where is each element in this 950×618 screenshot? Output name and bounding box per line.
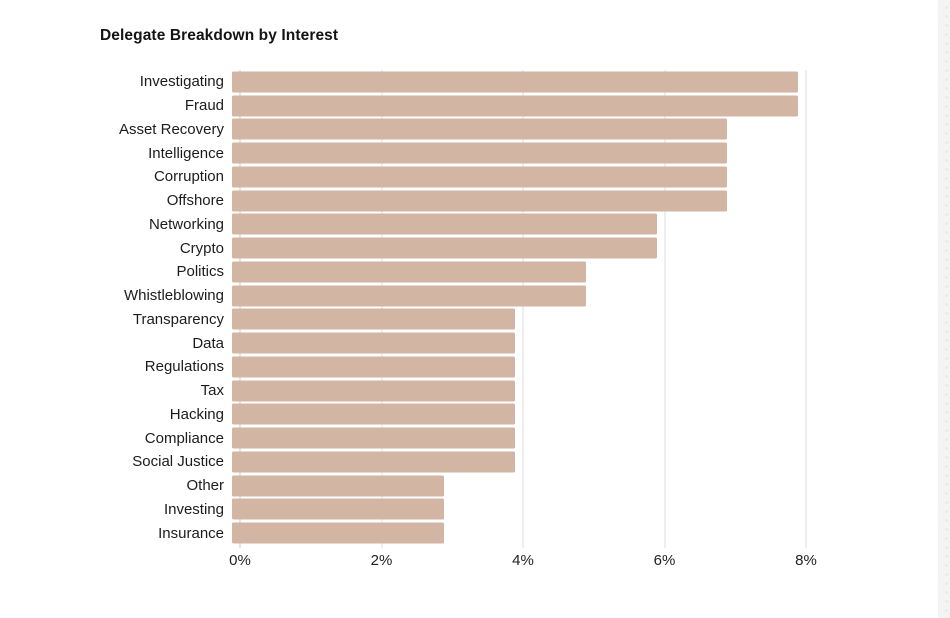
chart-title: Delegate Breakdown by Interest	[100, 27, 339, 44]
category-label: Compliance	[144, 429, 224, 447]
category-label: Investing	[163, 500, 224, 518]
bar-track	[232, 94, 798, 118]
chart-row: Offshore	[0, 189, 806, 213]
chart-row: Crypto	[0, 236, 806, 260]
bar-crypto	[232, 237, 657, 259]
bar-intelligence	[232, 142, 728, 164]
chart-row: Corruption	[0, 165, 806, 189]
bar-track	[232, 189, 798, 213]
chart-row: Social Justice	[0, 450, 806, 474]
x-tick-label: 8%	[795, 552, 817, 569]
category-label: Social Justice	[132, 453, 224, 471]
category-label: Tax	[200, 382, 224, 400]
bar-investing	[232, 498, 445, 520]
category-label: Transparency	[132, 310, 224, 328]
bar-transparency	[232, 308, 515, 330]
gridline-8	[805, 70, 807, 548]
bar-track	[232, 118, 798, 142]
chart-row: Tax	[0, 379, 806, 403]
category-label: Networking	[148, 215, 224, 233]
category-label: Crypto	[179, 239, 224, 257]
chart-row: Investigating	[0, 70, 806, 94]
bar-compliance	[232, 427, 515, 449]
chart-row: Investing	[0, 498, 806, 522]
bar-track	[232, 426, 798, 450]
bar-whistleblowing	[232, 285, 586, 307]
category-label: Offshore	[166, 192, 224, 210]
category-label: Insurance	[158, 524, 224, 542]
chart-row: Intelligence	[0, 141, 806, 165]
chart-row: Compliance	[0, 426, 806, 450]
bar-regulations	[232, 356, 515, 378]
category-label: Asset Recovery	[118, 120, 224, 138]
bar-track	[232, 450, 798, 474]
chart-row: Regulations	[0, 355, 806, 379]
category-label: Fraud	[184, 97, 224, 115]
bar-investigating	[232, 71, 798, 93]
gridline-6	[664, 70, 665, 548]
chart-row: Networking	[0, 213, 806, 237]
bar-offshore	[232, 190, 728, 212]
bar-data	[232, 332, 515, 354]
bar-fraud	[232, 95, 798, 117]
x-tick-label: 0%	[229, 552, 251, 569]
category-label: Corruption	[153, 168, 224, 186]
bar-politics	[232, 261, 586, 283]
chart-row: Transparency	[0, 308, 806, 332]
bar-hacking	[232, 403, 515, 425]
chart-row: Hacking	[0, 403, 806, 427]
category-label: Investigating	[139, 73, 224, 91]
chart-rows: Investigating Fraud Asset Recovery Intellig…	[0, 70, 806, 545]
bar-track	[232, 355, 798, 379]
bar-track	[232, 498, 798, 522]
bar-track	[232, 308, 798, 332]
bar-track	[232, 284, 798, 308]
bar-track	[232, 379, 798, 403]
x-tick-label: 4%	[512, 552, 534, 569]
bar-track	[232, 213, 798, 237]
category-label: Regulations	[144, 358, 224, 376]
bar-asset-recovery	[232, 118, 728, 140]
category-label: Hacking	[169, 405, 224, 423]
category-label: Other	[186, 477, 224, 495]
category-label: Data	[192, 334, 224, 352]
bar-other	[232, 475, 445, 497]
chart-row: Asset Recovery	[0, 118, 806, 142]
page-edge-gutter	[938, 0, 950, 618]
x-axis: 0% 2% 4% 6% 8%	[229, 552, 817, 572]
x-tick-label: 2%	[370, 552, 393, 569]
gridline-4	[522, 70, 524, 548]
bar-tax	[232, 380, 515, 402]
category-label: Politics	[176, 263, 224, 281]
bar-track	[232, 403, 798, 427]
bar-track	[232, 474, 798, 498]
bar-track	[232, 236, 798, 260]
bar-track	[232, 70, 798, 94]
bar-insurance	[232, 522, 445, 544]
category-label: Whistleblowing	[123, 287, 224, 305]
bar-social-justice	[232, 451, 515, 473]
bar-track	[232, 165, 798, 189]
bar-track	[232, 141, 798, 165]
bar-corruption	[232, 166, 728, 188]
x-tick-label: 6%	[653, 552, 676, 569]
bar-networking	[232, 213, 657, 235]
bar-track	[232, 260, 798, 284]
chart-row: Fraud	[0, 94, 806, 118]
chart-row: Other	[0, 474, 806, 498]
chart-row: Data	[0, 331, 806, 355]
chart-row: Insurance	[0, 521, 806, 545]
category-label: Intelligence	[148, 144, 224, 162]
chart-row: Politics	[0, 260, 806, 284]
bar-track	[232, 521, 798, 545]
chart-row: Whistleblowing	[0, 284, 806, 308]
bar-track	[232, 331, 798, 355]
